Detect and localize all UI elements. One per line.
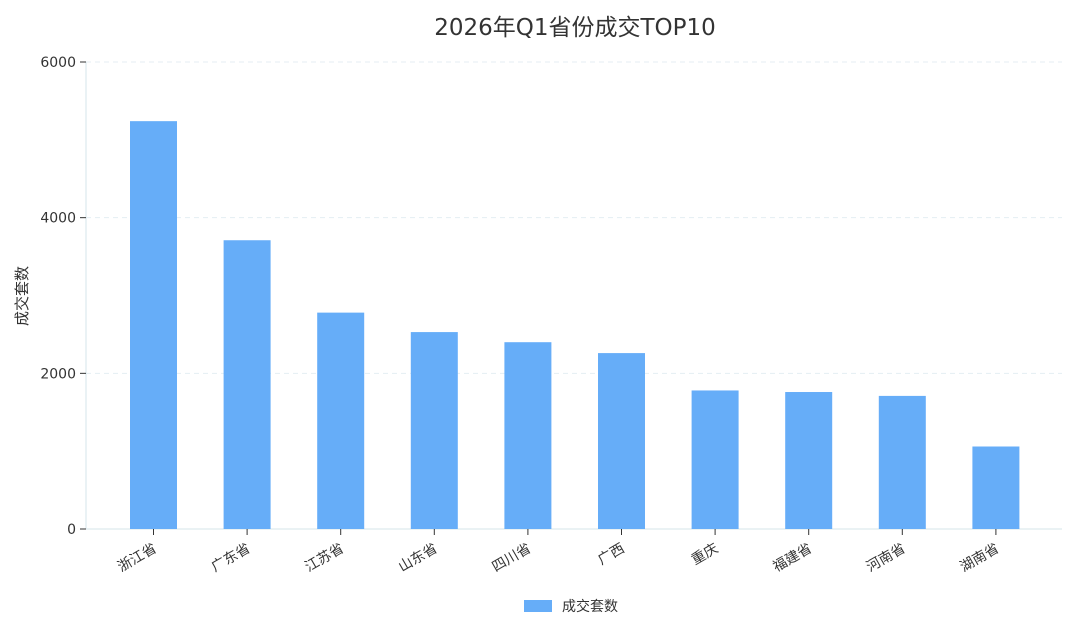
y-tick-label: 0 <box>67 522 76 538</box>
x-tick-label: 湖南省 <box>958 541 1002 576</box>
y-axis-label: 成交套数 <box>13 266 31 326</box>
y-tick-label: 2000 <box>40 366 76 382</box>
bar-series <box>130 121 1020 530</box>
bar <box>223 240 271 529</box>
bar <box>504 342 552 529</box>
legend-label: 成交套数 <box>562 598 618 615</box>
y-tick-label: 6000 <box>40 55 76 71</box>
x-tick-label: 福建省 <box>770 541 814 576</box>
x-tick-label: 四川省 <box>490 541 534 576</box>
x-tick-label: 江苏省 <box>302 541 346 576</box>
legend-swatch <box>524 600 552 612</box>
bar <box>691 390 739 529</box>
x-tick-label: 河南省 <box>864 541 908 576</box>
x-tick-label: 山东省 <box>396 541 440 576</box>
x-tick-label: 广东省 <box>209 541 253 576</box>
bar <box>130 121 177 530</box>
bar <box>317 312 365 529</box>
bar <box>410 332 458 529</box>
y-tick-label: 4000 <box>40 211 76 227</box>
x-tick-label: 重庆 <box>689 541 721 569</box>
x-tick-label: 浙江省 <box>115 541 159 576</box>
bar <box>598 353 645 529</box>
bar <box>972 446 1020 529</box>
x-tick-label: 广西 <box>595 541 627 569</box>
legend: 成交套数 <box>524 598 618 615</box>
chart-title: 2026年Q1省份成交TOP10 <box>434 15 716 41</box>
bar <box>785 392 833 529</box>
bar <box>878 395 926 529</box>
